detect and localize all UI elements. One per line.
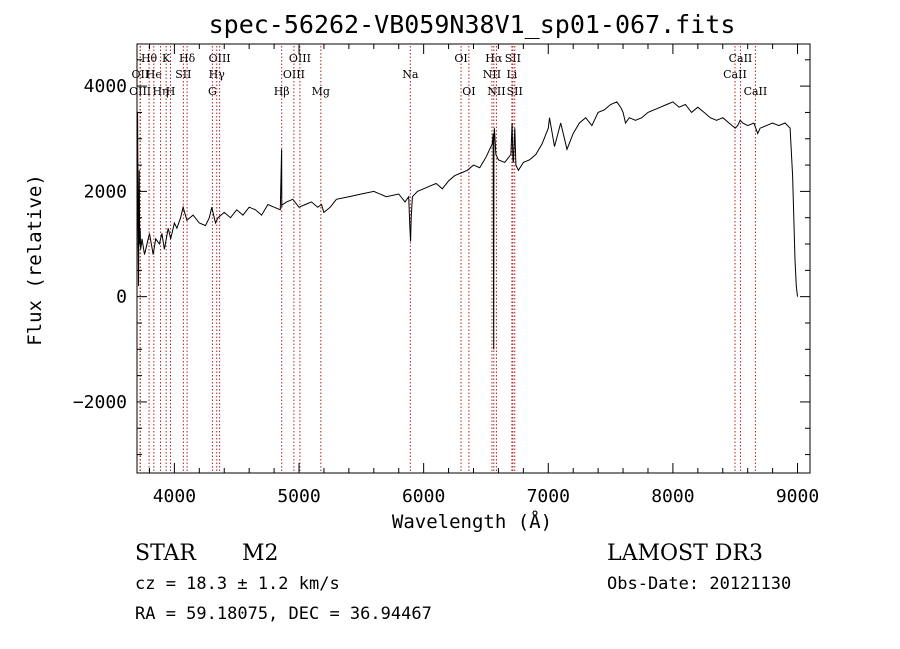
chart-title: spec-56262-VB059N38V1_sp01-067.fits (209, 10, 736, 39)
line-label-mg-15: Mg (312, 85, 330, 98)
line-label-caii-27: CaII (744, 85, 768, 98)
line-label-caii-25: CaII (729, 52, 753, 65)
object-class: STAR (135, 541, 197, 566)
observation-date: Obs-Date: 20121130 (607, 574, 791, 594)
line-label-sii-22: SII (505, 52, 521, 65)
line-label-h-0: Hθ (141, 52, 158, 65)
y-tick-label: 4000 (84, 76, 127, 97)
line-label-g-11: G (208, 85, 217, 98)
y-tick-label: −2000 (73, 392, 127, 413)
line-label-k-5: K (162, 52, 171, 65)
line-label-oiii-2: OIII (129, 85, 151, 98)
x-tick-label: 7000 (527, 486, 570, 507)
line-label-h-6: H (166, 85, 176, 98)
line-label-h-8: Hδ (179, 52, 196, 65)
x-tick-label: 8000 (651, 486, 694, 507)
y-tick-label: 0 (116, 287, 127, 308)
line-label-oi-17: OI (454, 52, 467, 65)
line-label-li-23: Li (506, 68, 517, 81)
y-tick-label: 2000 (84, 181, 127, 202)
x-tick-label: 9000 (776, 486, 819, 507)
line-label-caii-26: CaII (723, 68, 747, 81)
sky-coordinates: RA = 59.18075, DEC = 36.94467 (135, 604, 432, 624)
line-label-h-4: Hη (152, 85, 168, 98)
spectrum-line-flux (136, 101, 798, 350)
line-label-nii-20: NII (483, 68, 501, 81)
x-tick-label: 5000 (277, 486, 320, 507)
survey-name: LAMOST DR3 (607, 541, 763, 566)
line-label-sii-24: SII (507, 85, 523, 98)
y-axis-label: Flux (relative) (24, 174, 46, 346)
x-tick-label: 4000 (153, 486, 196, 507)
line-label-he-3: He (146, 68, 162, 81)
plot-frame (136, 43, 811, 474)
redshift-value: cz = 18.3 ± 1.2 km/s (135, 574, 340, 594)
line-label-oiii-14: OIII (283, 68, 305, 81)
object-subclass: M2 (242, 541, 279, 566)
x-axis-label: Wavelength (Å) (392, 510, 552, 533)
x-tick-label: 6000 (402, 486, 445, 507)
line-label-h-12: Hβ (274, 85, 290, 98)
line-label-sii-7: SII (175, 68, 191, 81)
line-label-h-10: Hγ (209, 68, 226, 81)
x-axis-ticks: 4000 5000 6000 7000 8000 9000 (148, 44, 819, 507)
line-label-oiii-9: OIII (209, 52, 231, 65)
line-label-h-19: Hα (485, 52, 503, 65)
line-label-na-16: Na (402, 68, 419, 81)
line-label-oiii-13: OIII (289, 52, 311, 65)
line-label-oi-18: OI (462, 85, 475, 98)
line-label-nii-21: NII (487, 85, 505, 98)
y-axis-ticks: −2000 0 2000 4000 (73, 59, 810, 456)
